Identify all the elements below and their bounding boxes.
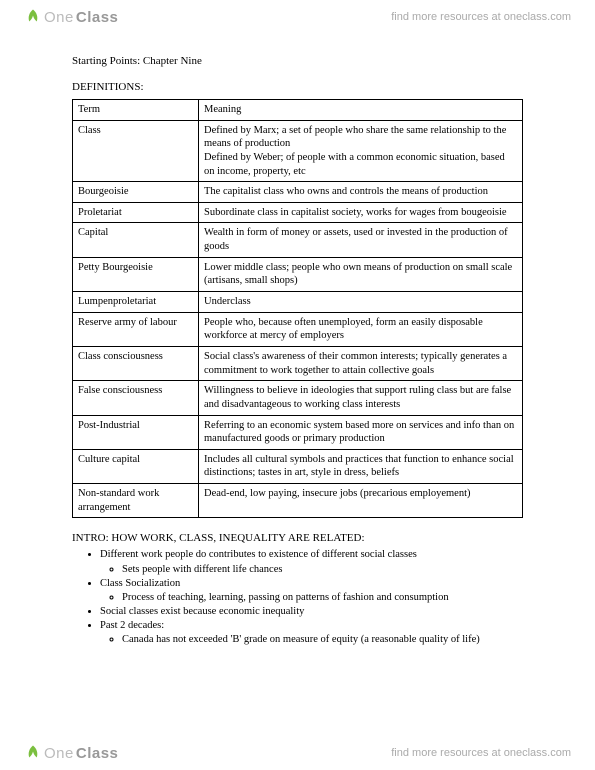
sub-list-item: Sets people with different life chances	[122, 563, 523, 577]
term-cell: Petty Bourgeoisie	[73, 257, 199, 291]
definitions-label: DEFINITIONS:	[72, 81, 523, 93]
term-cell: Culture capital	[73, 449, 199, 483]
table-row: Non-standard work arrangementDead-end, l…	[73, 484, 523, 518]
term-cell: Post-Industrial	[73, 415, 199, 449]
term-cell: Non-standard work arrangement	[73, 484, 199, 518]
table-row: Class consciousnessSocial class's awaren…	[73, 346, 523, 380]
header-meaning: Meaning	[199, 100, 523, 121]
sub-list: Process of teaching, learning, passing o…	[100, 591, 523, 605]
brand-part1: One	[44, 9, 74, 26]
intro-heading: INTRO: HOW WORK, CLASS, INEQUALITY ARE R…	[72, 532, 523, 544]
page-header: OneClass find more resources at oneclass…	[0, 0, 595, 34]
leaf-icon	[24, 744, 42, 762]
definitions-table: Term Meaning ClassDefined by Marx; a set…	[72, 99, 523, 518]
list-item: Past 2 decades:Canada has not exceeded '…	[100, 619, 523, 647]
sub-list: Sets people with different life chances	[100, 563, 523, 577]
term-cell: Reserve army of labour	[73, 312, 199, 346]
header-term: Term	[73, 100, 199, 121]
term-cell: Proletariat	[73, 202, 199, 223]
meaning-cell: Includes all cultural symbols and practi…	[199, 449, 523, 483]
meaning-cell: Wealth in form of money or assets, used …	[199, 223, 523, 257]
meaning-cell: The capitalist class who owns and contro…	[199, 182, 523, 203]
sub-list: Canada has not exceeded 'B' grade on mea…	[100, 633, 523, 647]
term-cell: Bourgeoisie	[73, 182, 199, 203]
meaning-cell: Defined by Marx; a set of people who sha…	[199, 120, 523, 182]
document-content: Starting Points: Chapter Nine DEFINITION…	[0, 0, 595, 708]
sub-list-item: Canada has not exceeded 'B' grade on mea…	[122, 633, 523, 647]
brand-part2: Class	[76, 9, 119, 26]
list-item: Different work people do contributes to …	[100, 548, 523, 576]
term-cell: Class consciousness	[73, 346, 199, 380]
term-cell: Capital	[73, 223, 199, 257]
intro-list: Different work people do contributes to …	[72, 548, 523, 647]
table-row: ProletariatSubordinate class in capitali…	[73, 202, 523, 223]
table-row: Reserve army of labourPeople who, becaus…	[73, 312, 523, 346]
sub-list-item: Process of teaching, learning, passing o…	[122, 591, 523, 605]
table-row: LumpenproletariatUnderclass	[73, 292, 523, 313]
meaning-cell: Social class's awareness of their common…	[199, 346, 523, 380]
header-resources-link[interactable]: find more resources at oneclass.com	[391, 11, 571, 23]
term-cell: Lumpenproletariat	[73, 292, 199, 313]
brand-logo: OneClass	[24, 8, 118, 26]
meaning-cell: People who, because often unemployed, fo…	[199, 312, 523, 346]
table-row: Post-IndustrialReferring to an economic …	[73, 415, 523, 449]
meaning-cell: Referring to an economic system based mo…	[199, 415, 523, 449]
table-row: False consciousnessWillingness to believ…	[73, 381, 523, 415]
meaning-cell: Underclass	[199, 292, 523, 313]
footer-resources-link[interactable]: find more resources at oneclass.com	[391, 747, 571, 759]
term-cell: False consciousness	[73, 381, 199, 415]
brand-part2-footer: Class	[76, 745, 119, 762]
term-cell: Class	[73, 120, 199, 182]
table-row: Culture capitalIncludes all cultural sym…	[73, 449, 523, 483]
table-row: Petty BourgeoisieLower middle class; peo…	[73, 257, 523, 291]
brand-part1-footer: One	[44, 745, 74, 762]
table-row: BourgeoisieThe capitalist class who owns…	[73, 182, 523, 203]
leaf-icon	[24, 8, 42, 26]
list-item: Social classes exist because economic in…	[100, 605, 523, 619]
chapter-title: Starting Points: Chapter Nine	[72, 55, 523, 67]
meaning-cell: Lower middle class; people who own means…	[199, 257, 523, 291]
list-item: Class SocializationProcess of teaching, …	[100, 577, 523, 605]
table-row: CapitalWealth in form of money or assets…	[73, 223, 523, 257]
meaning-cell: Willingness to believe in ideologies tha…	[199, 381, 523, 415]
page-footer: OneClass find more resources at oneclass…	[0, 736, 595, 770]
brand-logo-footer: OneClass	[24, 744, 118, 762]
meaning-cell: Subordinate class in capitalist society,…	[199, 202, 523, 223]
meaning-cell: Dead-end, low paying, insecure jobs (pre…	[199, 484, 523, 518]
table-row: ClassDefined by Marx; a set of people wh…	[73, 120, 523, 182]
table-header-row: Term Meaning	[73, 100, 523, 121]
